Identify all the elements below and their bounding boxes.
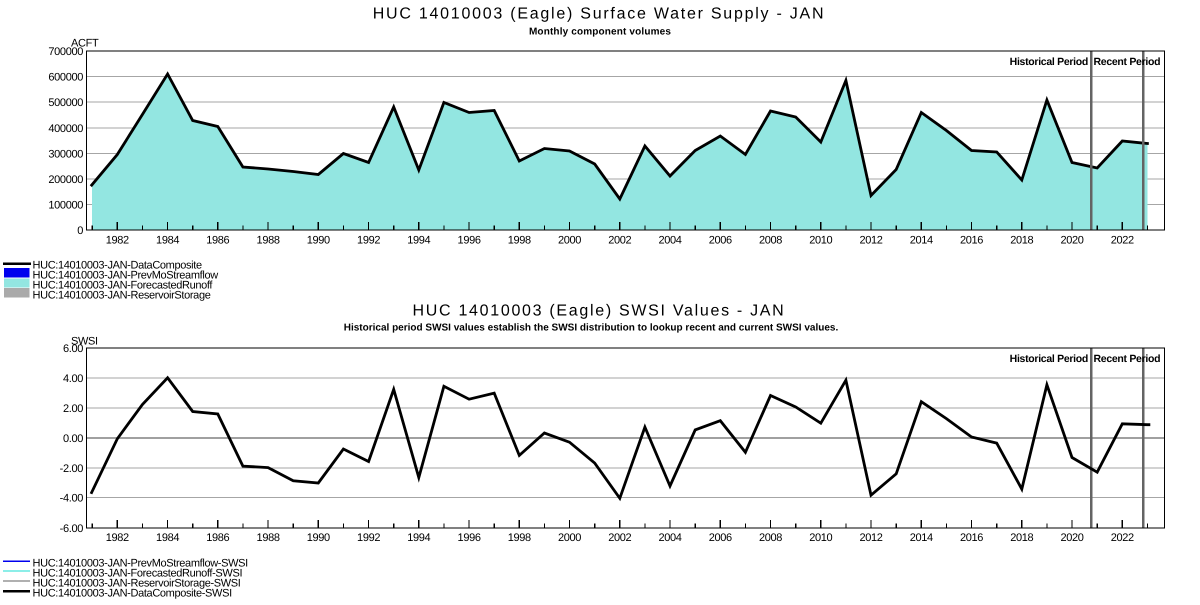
- svg-text:1998: 1998: [508, 235, 531, 247]
- svg-text:2018: 2018: [1010, 532, 1033, 544]
- svg-text:Historical period SWSI values: Historical period SWSI values establish …: [344, 323, 839, 334]
- svg-text:Historical Period: Historical Period: [1010, 56, 1088, 68]
- svg-text:SWSI: SWSI: [71, 336, 98, 348]
- svg-text:2020: 2020: [1060, 532, 1083, 544]
- svg-text:HUC 14010003 (Eagle) Surface W: HUC 14010003 (Eagle) Surface Water Suppl…: [373, 6, 826, 23]
- svg-text:2012: 2012: [859, 532, 882, 544]
- svg-text:1984: 1984: [156, 235, 179, 247]
- svg-text:HUC:14010003-JAN-ForecastedRun: HUC:14010003-JAN-ForecastedRunoff: [33, 279, 214, 291]
- svg-text:1986: 1986: [206, 532, 229, 544]
- svg-text:600000: 600000: [48, 72, 83, 84]
- svg-text:HUC:14010003-JAN-DataComposite: HUC:14010003-JAN-DataComposite: [33, 259, 202, 271]
- svg-text:HUC 14010003 (Eagle) SWSI Valu: HUC 14010003 (Eagle) SWSI Values - JAN: [413, 303, 786, 320]
- svg-text:1996: 1996: [458, 532, 481, 544]
- svg-text:HUC:14010003-JAN-ForecastedRun: HUC:14010003-JAN-ForecastedRunoff-SWSI: [33, 568, 243, 580]
- svg-text:-6.00: -6.00: [60, 523, 84, 535]
- svg-text:6.00: 6.00: [63, 343, 83, 355]
- svg-text:1982: 1982: [106, 532, 129, 544]
- svg-text:100000: 100000: [48, 200, 83, 212]
- svg-text:HUC:14010003-JAN-PrevMoStreamf: HUC:14010003-JAN-PrevMoStreamflow: [33, 269, 219, 281]
- svg-text:1994: 1994: [407, 532, 430, 544]
- svg-text:Monthly component volumes: Monthly component volumes: [529, 27, 671, 38]
- svg-text:1990: 1990: [307, 532, 330, 544]
- svg-text:700000: 700000: [48, 46, 83, 58]
- svg-text:2002: 2002: [608, 235, 631, 247]
- svg-text:2010: 2010: [809, 235, 832, 247]
- svg-text:2000: 2000: [558, 532, 581, 544]
- svg-text:1996: 1996: [458, 235, 481, 247]
- svg-text:HUC:14010003-JAN-ReservoirStor: HUC:14010003-JAN-ReservoirStorage: [33, 289, 211, 301]
- svg-text:2002: 2002: [608, 532, 631, 544]
- svg-text:2008: 2008: [759, 235, 782, 247]
- svg-text:500000: 500000: [48, 97, 83, 109]
- svg-text:-2.00: -2.00: [60, 463, 84, 475]
- svg-text:0: 0: [77, 225, 83, 237]
- svg-text:1992: 1992: [357, 532, 380, 544]
- svg-text:1998: 1998: [508, 532, 531, 544]
- svg-text:2006: 2006: [709, 532, 732, 544]
- svg-text:200000: 200000: [48, 174, 83, 186]
- svg-text:2014: 2014: [910, 235, 933, 247]
- svg-text:Recent Period: Recent Period: [1094, 353, 1161, 365]
- svg-text:HUC:14010003-JAN-DataComposite: HUC:14010003-JAN-DataComposite-SWSI: [33, 588, 233, 600]
- svg-text:300000: 300000: [48, 148, 83, 160]
- svg-text:400000: 400000: [48, 123, 83, 135]
- svg-text:2014: 2014: [910, 532, 933, 544]
- svg-text:0.00: 0.00: [63, 433, 83, 445]
- svg-text:2018: 2018: [1010, 235, 1033, 247]
- svg-text:2000: 2000: [558, 235, 581, 247]
- svg-text:2012: 2012: [859, 235, 882, 247]
- svg-text:HUC:14010003-JAN-ReservoirStor: HUC:14010003-JAN-ReservoirStorage-SWSI: [33, 578, 241, 590]
- svg-text:2004: 2004: [658, 235, 681, 247]
- svg-text:2.00: 2.00: [63, 403, 83, 415]
- svg-text:2022: 2022: [1111, 532, 1134, 544]
- svg-text:1992: 1992: [357, 235, 380, 247]
- svg-text:2006: 2006: [709, 235, 732, 247]
- svg-text:2016: 2016: [960, 532, 983, 544]
- svg-text:1990: 1990: [307, 235, 330, 247]
- svg-text:1994: 1994: [407, 235, 430, 247]
- svg-text:1986: 1986: [206, 235, 229, 247]
- svg-text:2020: 2020: [1060, 235, 1083, 247]
- svg-text:ACFT: ACFT: [71, 38, 99, 50]
- svg-text:4.00: 4.00: [63, 373, 83, 385]
- svg-text:1984: 1984: [156, 532, 179, 544]
- svg-text:2010: 2010: [809, 532, 832, 544]
- svg-text:1982: 1982: [106, 235, 129, 247]
- svg-text:Historical Period: Historical Period: [1010, 353, 1088, 365]
- svg-text:1988: 1988: [257, 235, 280, 247]
- svg-text:HUC:14010003-JAN-PrevMoStreamf: HUC:14010003-JAN-PrevMoStreamflow-SWSI: [33, 558, 249, 570]
- svg-text:2022: 2022: [1111, 235, 1134, 247]
- svg-text:2004: 2004: [658, 532, 681, 544]
- svg-text:Recent Period: Recent Period: [1094, 56, 1161, 68]
- svg-text:1988: 1988: [257, 532, 280, 544]
- svg-text:-4.00: -4.00: [60, 493, 84, 505]
- svg-text:2016: 2016: [960, 235, 983, 247]
- svg-text:2008: 2008: [759, 532, 782, 544]
